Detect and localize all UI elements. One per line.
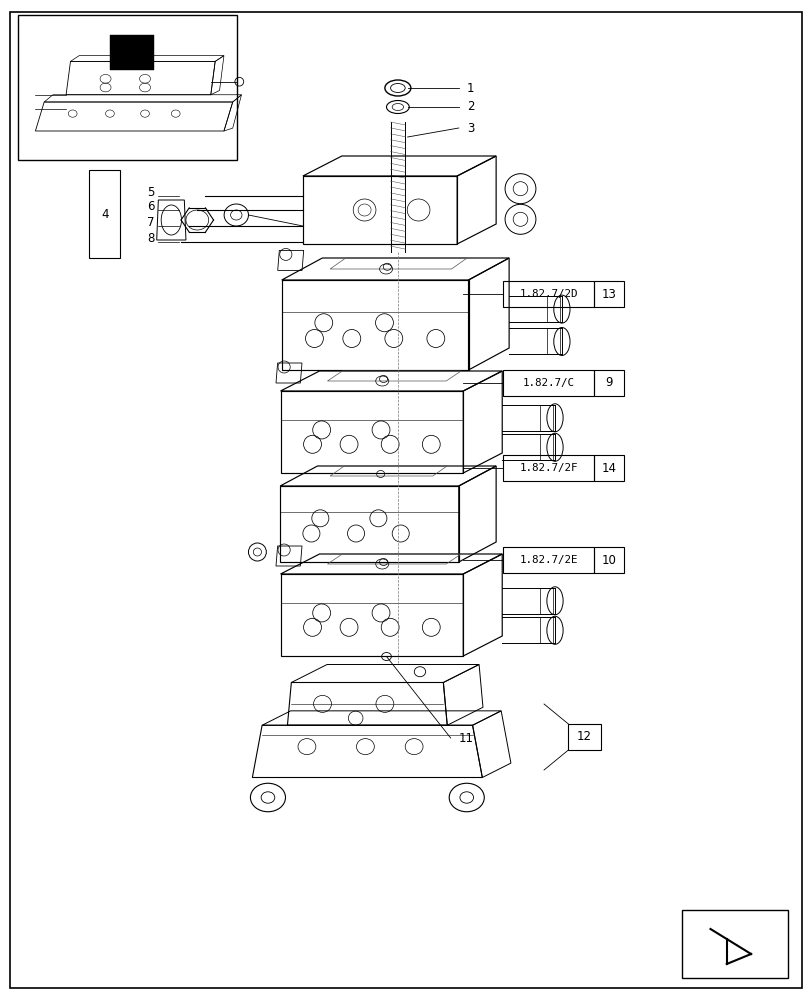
- Text: 4: 4: [101, 208, 109, 221]
- Text: 7: 7: [147, 216, 154, 229]
- Text: 5: 5: [147, 186, 154, 198]
- Text: 11: 11: [458, 732, 473, 744]
- Text: 2: 2: [466, 101, 474, 113]
- Text: 9: 9: [604, 376, 612, 389]
- Bar: [594, 370, 623, 396]
- Bar: [540, 588, 552, 614]
- Text: 1.82.7/2F: 1.82.7/2F: [519, 463, 577, 473]
- Bar: [568, 724, 600, 750]
- Bar: [540, 434, 552, 460]
- Text: 1.82.7/C: 1.82.7/C: [522, 378, 574, 388]
- Text: 13: 13: [601, 288, 616, 300]
- Bar: [594, 547, 623, 573]
- Text: 6: 6: [147, 200, 154, 213]
- Text: 8: 8: [147, 232, 154, 244]
- Bar: [547, 296, 560, 322]
- Bar: [594, 455, 623, 481]
- Bar: [503, 370, 594, 396]
- Text: 10: 10: [601, 554, 616, 566]
- Bar: [540, 405, 552, 431]
- Bar: [503, 281, 594, 307]
- Bar: [594, 281, 623, 307]
- Text: 3: 3: [466, 121, 474, 134]
- Text: 1.82.7/2D: 1.82.7/2D: [519, 289, 577, 299]
- Bar: [109, 35, 153, 70]
- Bar: [503, 547, 594, 573]
- Bar: [540, 617, 552, 643]
- Text: 1: 1: [466, 82, 474, 95]
- Bar: [681, 910, 787, 978]
- Bar: [503, 455, 594, 481]
- Bar: [89, 170, 120, 258]
- Text: 12: 12: [577, 730, 591, 744]
- Text: 1.82.7/2E: 1.82.7/2E: [519, 555, 577, 565]
- Text: 14: 14: [601, 462, 616, 475]
- Bar: [18, 15, 237, 160]
- Bar: [547, 328, 560, 354]
